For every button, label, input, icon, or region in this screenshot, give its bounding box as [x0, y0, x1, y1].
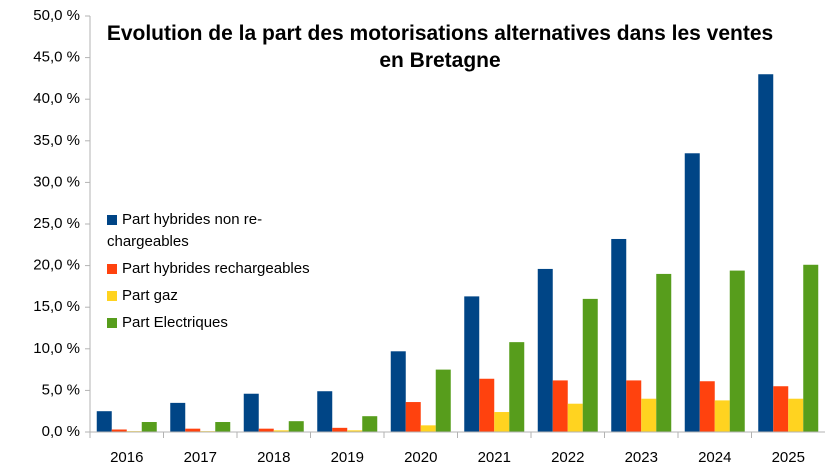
bar [582, 298, 598, 432]
legend-label: Part hybrides non re-chargeables [107, 211, 262, 250]
legend-swatch [107, 318, 117, 328]
bar [141, 422, 157, 432]
y-tick-label: 10,0 % [33, 340, 80, 357]
y-tick-label: 40,0 % [33, 90, 80, 107]
bar [656, 273, 672, 432]
legend-swatch [107, 215, 117, 225]
bar [803, 264, 819, 432]
bar [111, 429, 127, 432]
bar [170, 402, 186, 432]
bar [758, 74, 774, 433]
x-tick-label: 2025 [772, 449, 805, 464]
y-tick-label: 30,0 % [33, 173, 80, 190]
x-tick-label: 2020 [404, 449, 437, 464]
bar [317, 391, 333, 432]
x-tick-label: 2019 [331, 449, 364, 464]
legend-swatch [107, 264, 117, 274]
bar [714, 400, 730, 432]
bar [788, 398, 804, 432]
y-tick-label: 50,0 % [33, 7, 80, 24]
y-tick-label: 45,0 % [33, 49, 80, 66]
x-tick-label: 2021 [478, 449, 511, 464]
bar [347, 430, 363, 432]
y-tick-label: 35,0 % [33, 132, 80, 149]
legend-label: Part Electriques [122, 314, 228, 331]
x-tick-label: 2022 [551, 449, 584, 464]
x-tick-label: 2016 [110, 449, 143, 464]
legend-label: Part hybrides rechargeables [122, 260, 310, 277]
bar [509, 342, 525, 432]
x-tick-label: 2024 [698, 449, 731, 464]
chart-title: Evolution de la part des motorisations a… [106, 22, 774, 72]
bar [362, 416, 378, 432]
bar [185, 428, 201, 432]
bar [641, 398, 657, 432]
bar [420, 425, 436, 432]
bar [567, 403, 583, 432]
x-tick-label: 2018 [257, 449, 290, 464]
bar [494, 412, 510, 432]
bar [390, 351, 406, 432]
y-tick-label: 25,0 % [33, 215, 80, 232]
bar [626, 380, 642, 432]
bar [215, 422, 231, 432]
legend-swatch [107, 291, 117, 301]
bar [729, 270, 745, 432]
bar [464, 296, 480, 432]
bar [684, 153, 700, 432]
bar [537, 268, 553, 432]
bar [773, 386, 789, 432]
legend-label: Part gaz [122, 287, 178, 304]
bar [479, 378, 495, 432]
bar [258, 428, 274, 432]
y-tick-label: 20,0 % [33, 257, 80, 274]
bar [611, 238, 627, 432]
bar [332, 427, 348, 432]
x-tick-label: 2023 [625, 449, 658, 464]
bar [243, 393, 259, 432]
bar [273, 430, 289, 432]
bar [288, 421, 304, 432]
bar [552, 380, 568, 432]
bar [405, 402, 421, 432]
bar [96, 411, 112, 432]
y-tick-label: 0,0 % [42, 423, 80, 440]
x-tick-label: 2017 [184, 449, 217, 464]
y-tick-label: 5,0 % [42, 381, 80, 398]
bar [435, 369, 451, 432]
y-tick-label: 15,0 % [33, 298, 80, 315]
bar [699, 381, 715, 432]
